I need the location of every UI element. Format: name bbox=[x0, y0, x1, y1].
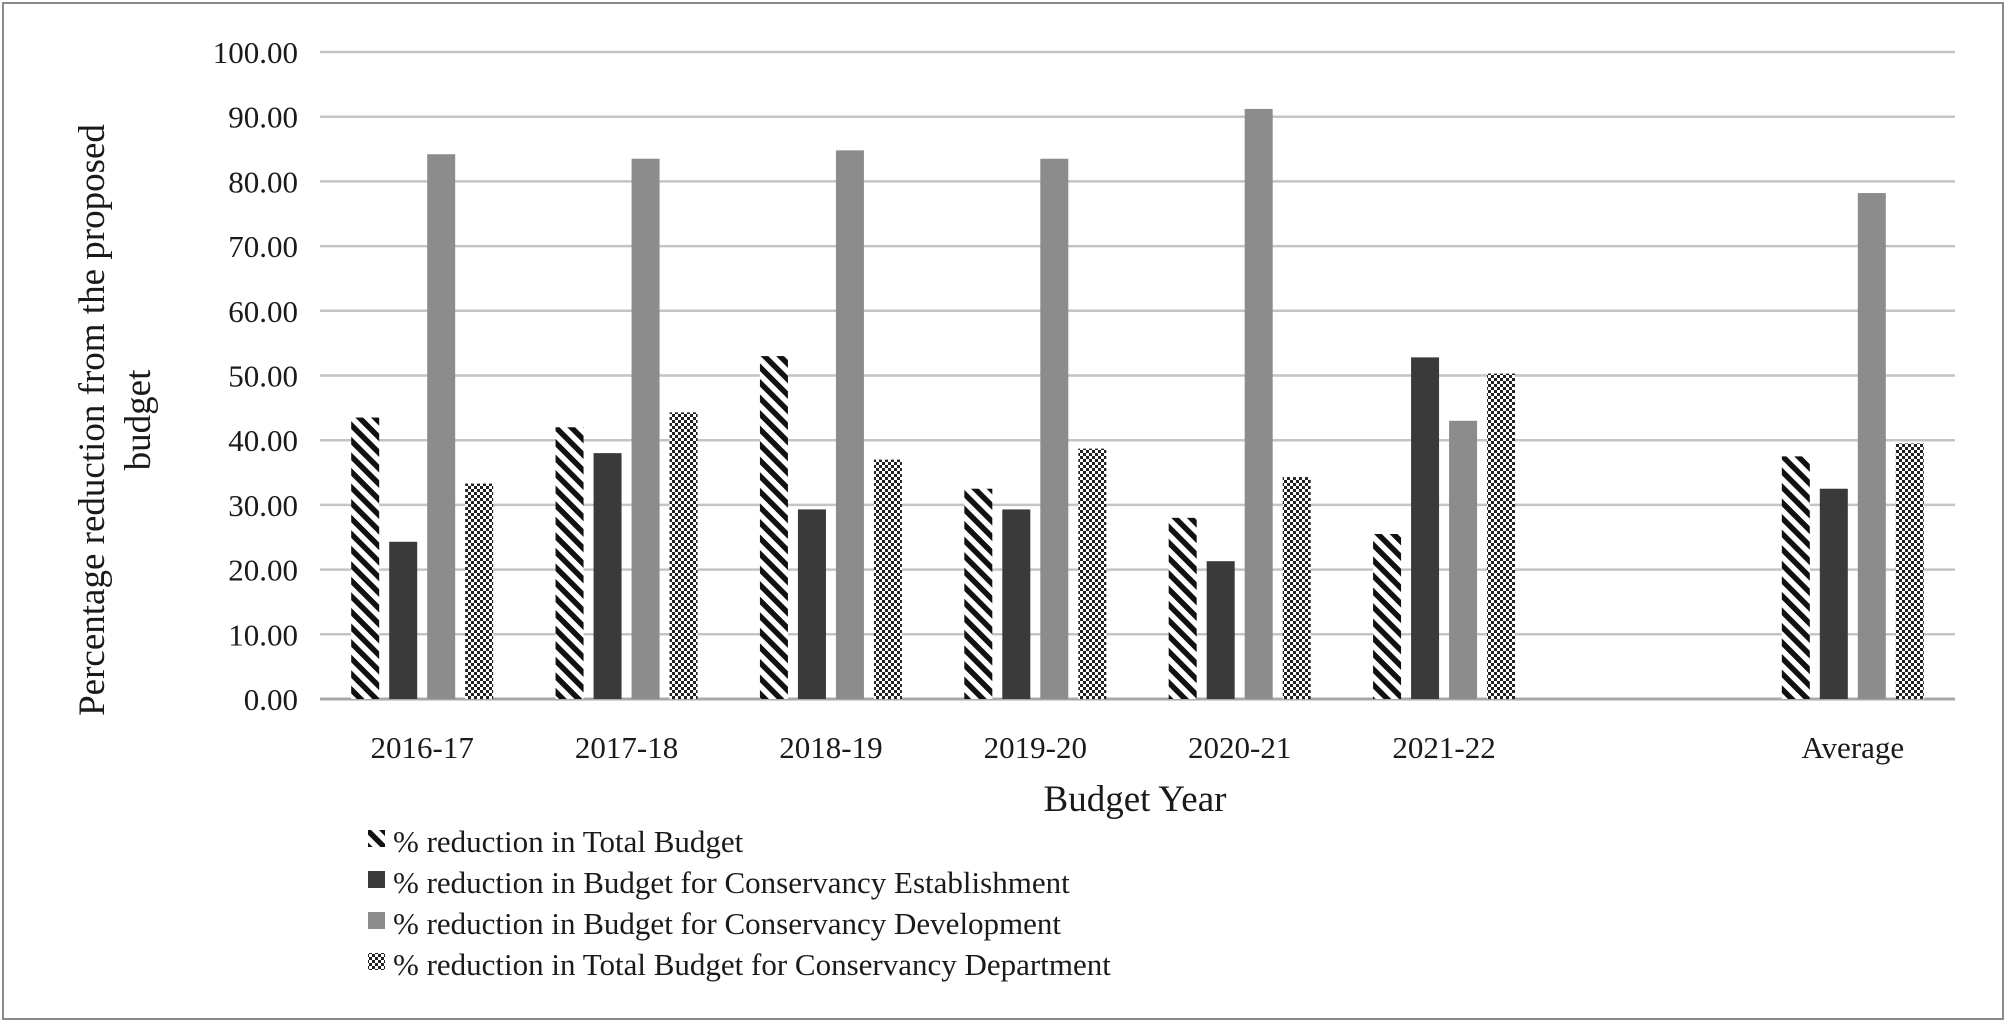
bar bbox=[1857, 193, 1886, 699]
bar bbox=[465, 483, 494, 699]
bar bbox=[1206, 561, 1235, 699]
x-tick-labels: 2016-17 2017-18 2018-19 2019-20 2020-21 2021-… bbox=[371, 730, 1905, 765]
bar bbox=[797, 509, 826, 699]
legend-label: % reduction in Budget for Conservancy De… bbox=[393, 906, 1061, 941]
x-axis-title: Budget Year bbox=[1044, 779, 1227, 820]
bar bbox=[1244, 108, 1273, 700]
bar bbox=[759, 356, 788, 699]
bar bbox=[593, 453, 622, 699]
bar bbox=[631, 158, 660, 699]
x-tick-label: 2021-22 bbox=[1392, 730, 1495, 765]
bar bbox=[1282, 477, 1311, 699]
bar bbox=[1487, 373, 1516, 699]
bar bbox=[1819, 488, 1848, 699]
y-tick-label: 50.00 bbox=[228, 359, 298, 394]
y-tick-label: 100.00 bbox=[213, 35, 298, 70]
x-tick-label: 2018-19 bbox=[779, 730, 882, 765]
y-tick-label: 80.00 bbox=[228, 164, 298, 199]
y-tick-label: 40.00 bbox=[228, 423, 298, 458]
bar bbox=[669, 412, 698, 699]
y-axis-title-line-2: budget bbox=[118, 369, 159, 470]
x-tick-label: 2016-17 bbox=[371, 730, 474, 765]
bar bbox=[835, 150, 864, 699]
x-tick-label: Average bbox=[1801, 730, 1904, 765]
bar bbox=[1168, 517, 1197, 699]
x-tick-label: 2020-21 bbox=[1188, 730, 1291, 765]
legend: % reduction in Total Budget % reduction i… bbox=[368, 824, 1111, 982]
bar bbox=[389, 541, 418, 699]
legend-swatch bbox=[368, 912, 385, 929]
y-tick-label: 90.00 bbox=[228, 100, 298, 135]
legend-swatch bbox=[368, 871, 385, 888]
y-tick-label: 20.00 bbox=[228, 553, 298, 588]
bar bbox=[1078, 448, 1107, 699]
bar bbox=[351, 417, 380, 699]
bar bbox=[1895, 443, 1924, 699]
legend-label: % reduction in Total Budget for Conserva… bbox=[393, 947, 1111, 982]
y-tick-label: 10.00 bbox=[228, 617, 298, 652]
y-tick-label: 70.00 bbox=[228, 229, 298, 264]
bars bbox=[351, 108, 1924, 700]
bar bbox=[1781, 456, 1810, 699]
bar bbox=[555, 427, 584, 699]
x-tick-label: 2019-20 bbox=[984, 730, 1087, 765]
legend-label: % reduction in Budget for Conservancy Es… bbox=[393, 865, 1070, 900]
bar bbox=[1411, 357, 1440, 699]
bar bbox=[1449, 420, 1478, 699]
legend-swatch bbox=[368, 830, 385, 847]
legend-swatch bbox=[368, 953, 385, 970]
x-tick-label: 2017-18 bbox=[575, 730, 678, 765]
y-tick-label: 60.00 bbox=[228, 294, 298, 329]
gridlines bbox=[320, 50, 1955, 701]
y-axis-title-line-1: Percentage reduction from the proposed bbox=[72, 124, 113, 716]
bar bbox=[427, 154, 456, 699]
bar bbox=[873, 459, 902, 699]
y-tick-label: 0.00 bbox=[244, 682, 298, 717]
bar bbox=[1002, 509, 1031, 699]
bar bbox=[1373, 534, 1402, 699]
bar bbox=[1040, 158, 1069, 699]
bar bbox=[964, 488, 993, 699]
y-tick-labels: 0.00 10.00 20.00 30.00 40.00 50.00 60.00 70.00 8… bbox=[213, 35, 298, 717]
y-tick-label: 30.00 bbox=[228, 488, 298, 523]
legend-label: % reduction in Total Budget bbox=[393, 824, 744, 859]
